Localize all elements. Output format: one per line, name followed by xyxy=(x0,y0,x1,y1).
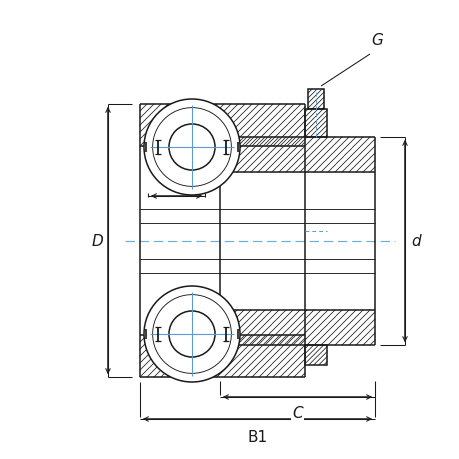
Text: G: G xyxy=(370,33,382,48)
Circle shape xyxy=(168,125,214,171)
Text: D: D xyxy=(91,234,103,249)
Circle shape xyxy=(168,311,214,357)
Bar xyxy=(304,110,326,138)
Text: d: d xyxy=(410,234,420,249)
Circle shape xyxy=(152,295,231,374)
Circle shape xyxy=(144,286,240,382)
Circle shape xyxy=(152,108,231,187)
Circle shape xyxy=(144,100,240,196)
Bar xyxy=(304,345,326,365)
Text: B1: B1 xyxy=(247,429,267,444)
Text: S: S xyxy=(171,172,181,187)
Bar xyxy=(308,90,324,110)
Text: C: C xyxy=(291,405,302,420)
